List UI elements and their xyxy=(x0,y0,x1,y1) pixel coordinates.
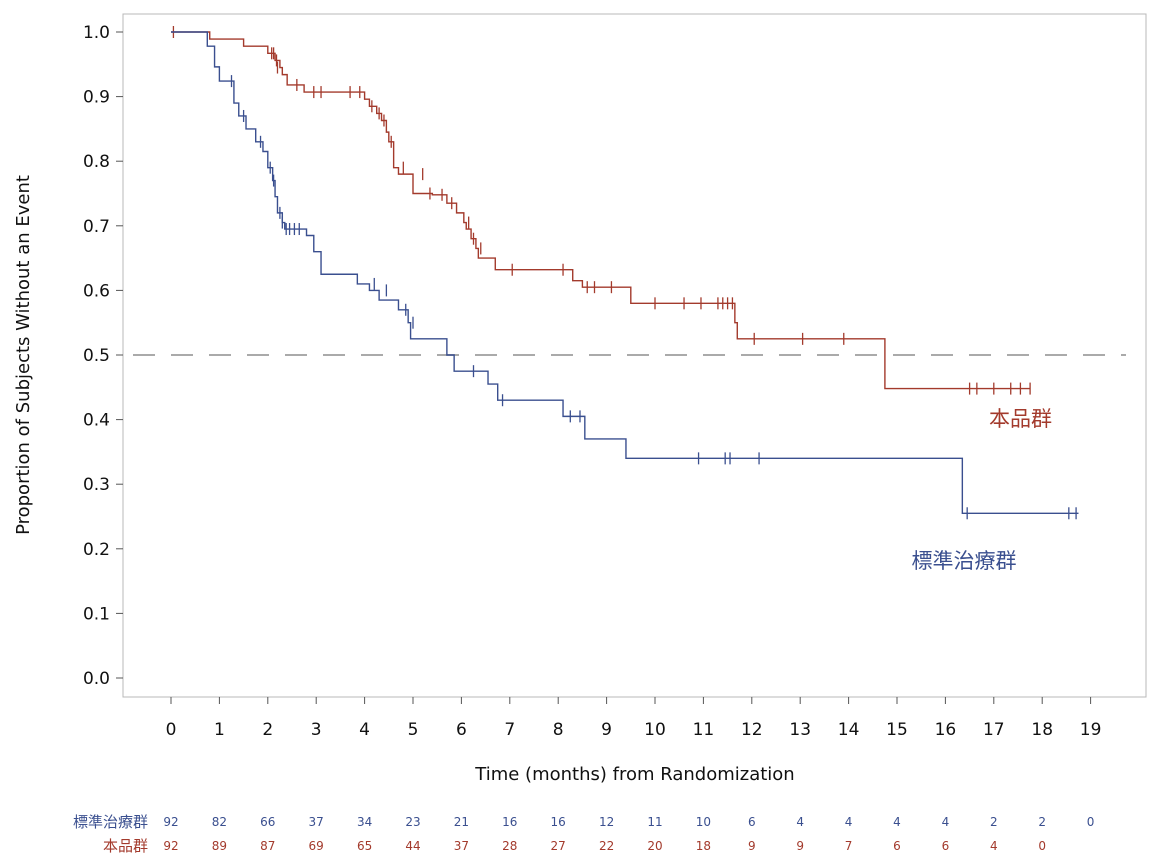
risk-value-1-16: 6 xyxy=(942,839,950,853)
x-tick-label-17: 17 xyxy=(983,720,1005,740)
risk-value-1-5: 44 xyxy=(405,839,420,853)
x-tick-label-19: 19 xyxy=(1080,720,1102,740)
y-tick-label-0: 0.0 xyxy=(83,669,110,689)
y-tick-label-3: 0.3 xyxy=(83,475,110,495)
risk-value-0-4: 34 xyxy=(357,815,372,829)
x-tick-label-11: 11 xyxy=(693,720,715,740)
y-tick-label-1: 0.1 xyxy=(83,604,110,624)
risk-value-0-1: 82 xyxy=(212,815,227,829)
risk-value-1-3: 69 xyxy=(309,839,324,853)
x-tick-label-10: 10 xyxy=(644,720,666,740)
y-axis-title: Proportion of Subjects Without an Event xyxy=(13,175,34,535)
x-tick-label-14: 14 xyxy=(838,720,860,740)
risk-value-0-18: 2 xyxy=(1038,815,1046,829)
risk-value-1-17: 4 xyxy=(990,839,998,853)
x-tick-label-5: 5 xyxy=(408,720,419,740)
series-label-1: 標準治療群 xyxy=(912,549,1017,573)
risk-value-0-11: 10 xyxy=(696,815,711,829)
risk-value-1-15: 6 xyxy=(893,839,901,853)
series-label-0: 本品群 xyxy=(989,407,1052,431)
y-tick-label-7: 0.7 xyxy=(83,217,110,237)
x-tick-label-8: 8 xyxy=(553,720,564,740)
risk-value-0-6: 21 xyxy=(454,815,469,829)
risk-row-name-1: 本品群 xyxy=(103,837,148,855)
risk-row-name-0: 標準治療群 xyxy=(73,813,148,831)
risk-value-0-9: 12 xyxy=(599,815,614,829)
risk-value-1-11: 18 xyxy=(696,839,711,853)
risk-value-0-19: 0 xyxy=(1087,815,1095,829)
series-line-1 xyxy=(171,31,1079,514)
risk-value-0-8: 16 xyxy=(551,815,566,829)
y-tick-label-8: 0.8 xyxy=(83,152,110,172)
y-tick-label-2: 0.2 xyxy=(83,540,110,560)
risk-value-0-12: 6 xyxy=(748,815,756,829)
risk-value-0-14: 4 xyxy=(845,815,853,829)
x-tick-label-2: 2 xyxy=(262,720,273,740)
risk-value-1-10: 20 xyxy=(647,839,662,853)
risk-value-0-15: 4 xyxy=(893,815,901,829)
risk-value-1-18: 0 xyxy=(1038,839,1046,853)
risk-value-1-2: 87 xyxy=(260,839,275,853)
risk-table: 標準治療群 92 82 66 37 34 23 21 16 16 12 11 10 6 4 4 4 4 2 2 0本品群… xyxy=(73,813,1094,855)
risk-value-1-1: 89 xyxy=(212,839,227,853)
risk-value-0-7: 16 xyxy=(502,815,517,829)
x-tick-label-6: 6 xyxy=(456,720,467,740)
x-tick-label-7: 7 xyxy=(504,720,515,740)
x-tick-label-15: 15 xyxy=(886,720,908,740)
risk-value-1-4: 65 xyxy=(357,839,372,853)
x-tick-label-3: 3 xyxy=(311,720,322,740)
risk-value-0-0: 92 xyxy=(163,815,178,829)
x-tick-label-16: 16 xyxy=(935,720,957,740)
y-tick-label-6: 0.6 xyxy=(83,281,110,301)
x-tick-label-9: 9 xyxy=(601,720,612,740)
x-tick-label-13: 13 xyxy=(789,720,811,740)
y-axis: 0.0 0.1 0.2 0.3 0.4 0.5 0.6 0.7 0.8 0.9 1.0 xyxy=(83,23,123,689)
risk-value-1-14: 7 xyxy=(845,839,853,853)
risk-value-0-2: 66 xyxy=(260,815,275,829)
x-tick-label-18: 18 xyxy=(1031,720,1053,740)
risk-value-0-13: 4 xyxy=(796,815,804,829)
risk-value-1-9: 22 xyxy=(599,839,614,853)
risk-value-0-10: 11 xyxy=(647,815,662,829)
x-tick-label-4: 4 xyxy=(359,720,370,740)
y-tick-label-4: 0.4 xyxy=(83,411,110,431)
x-axis-title: Time (months) from Randomization xyxy=(474,764,794,785)
series-line-0 xyxy=(171,31,1031,390)
x-tick-label-12: 12 xyxy=(741,720,763,740)
x-tick-label-1: 1 xyxy=(214,720,225,740)
x-tick-label-0: 0 xyxy=(166,720,177,740)
risk-value-0-3: 37 xyxy=(309,815,324,829)
x-axis: 0 1 2 3 4 5 6 7 8 9 10 11 12 13 14 15 16 17 18 19 xyxy=(166,697,1102,740)
y-tick-label-9: 0.9 xyxy=(83,88,110,108)
risk-value-0-17: 2 xyxy=(990,815,998,829)
risk-value-1-8: 27 xyxy=(551,839,566,853)
risk-value-1-0: 92 xyxy=(163,839,178,853)
risk-value-1-7: 28 xyxy=(502,839,517,853)
risk-value-1-6: 37 xyxy=(454,839,469,853)
risk-value-1-13: 9 xyxy=(796,839,804,853)
y-tick-label-5: 0.5 xyxy=(83,346,110,366)
risk-value-0-16: 4 xyxy=(942,815,950,829)
risk-value-1-12: 9 xyxy=(748,839,756,853)
y-tick-label-10: 1.0 xyxy=(83,23,110,43)
risk-value-0-5: 23 xyxy=(405,815,420,829)
